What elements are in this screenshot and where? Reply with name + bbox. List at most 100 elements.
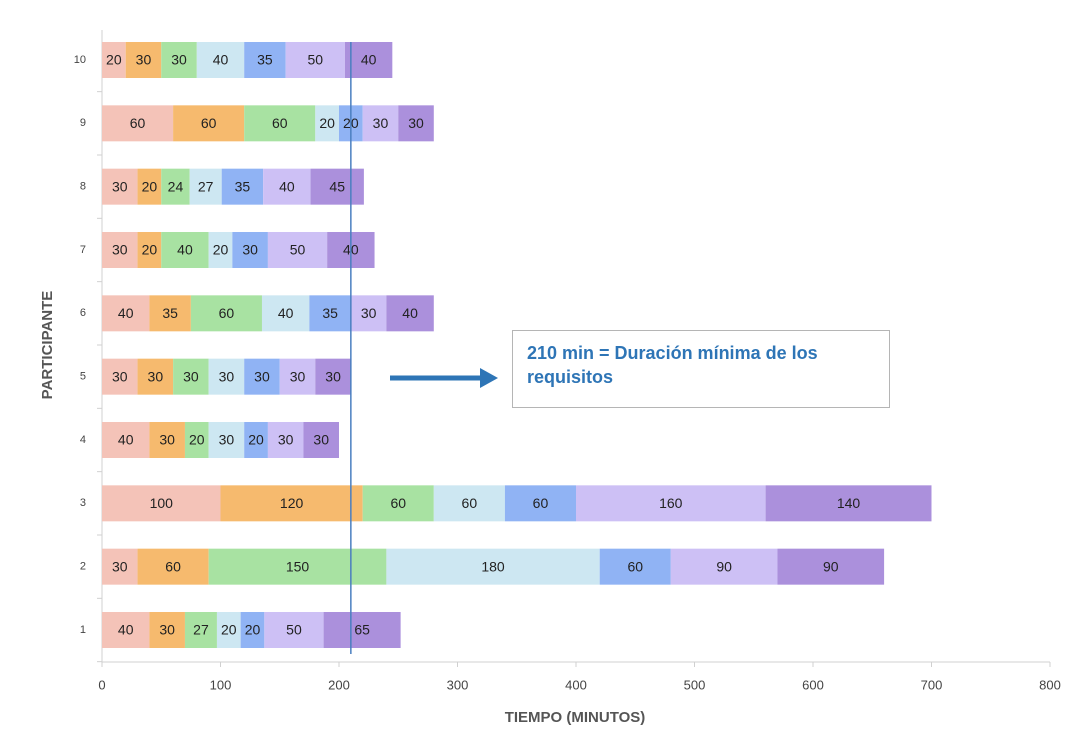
- data-label: 20: [221, 622, 237, 638]
- data-label: 180: [481, 558, 505, 574]
- data-label: 50: [286, 622, 302, 638]
- data-label: 27: [193, 622, 209, 638]
- bar-segment: [323, 612, 401, 648]
- data-label: 60: [390, 495, 406, 511]
- data-label: 35: [257, 52, 273, 68]
- bar-segment: [240, 612, 265, 648]
- data-label: 30: [112, 178, 128, 194]
- bar-segment: [161, 168, 190, 205]
- data-label: 30: [290, 368, 306, 384]
- bar-segment: [149, 612, 185, 648]
- data-label: 40: [279, 178, 295, 194]
- data-label: 60: [130, 115, 146, 131]
- data-label: 20: [245, 622, 261, 638]
- x-tick-label: 0: [98, 677, 105, 692]
- data-label: 40: [213, 52, 229, 68]
- x-tick-label: 500: [684, 677, 706, 692]
- bar-segment: [244, 42, 286, 78]
- bar-segment: [244, 422, 268, 458]
- bar-segment: [184, 422, 209, 458]
- data-label: 40: [402, 305, 418, 321]
- bar-segment: [267, 232, 328, 268]
- bar-segment: [261, 295, 310, 332]
- bar-segment: [161, 232, 209, 268]
- bar-segment: [125, 42, 162, 78]
- y-tick-label: 4: [80, 434, 86, 446]
- data-label: 30: [112, 242, 128, 258]
- x-tick-label: 600: [802, 677, 824, 692]
- data-label: 30: [183, 368, 199, 384]
- data-label: 20: [319, 115, 335, 131]
- data-label: 30: [254, 368, 270, 384]
- data-label: 27: [198, 178, 214, 194]
- data-label: 160: [659, 495, 683, 511]
- data-label: 40: [278, 305, 294, 321]
- bar-segment: [196, 42, 245, 78]
- bar-segment: [398, 105, 434, 142]
- bar-segment: [102, 105, 174, 142]
- bar-segment: [137, 548, 209, 585]
- data-label: 30: [148, 368, 164, 384]
- bar-segment: [279, 358, 316, 395]
- data-label: 24: [168, 178, 184, 194]
- bar-segment: [208, 358, 245, 395]
- data-label: 20: [106, 52, 122, 68]
- data-label: 30: [219, 368, 235, 384]
- bar-segment: [216, 612, 241, 648]
- data-label: 60: [462, 495, 478, 511]
- y-tick-label: 3: [80, 497, 86, 509]
- data-label: 30: [112, 558, 128, 574]
- y-tick-label: 7: [80, 244, 86, 256]
- data-label: 65: [354, 622, 370, 638]
- bar-segment: [184, 612, 217, 648]
- x-tick-label: 700: [921, 677, 943, 692]
- bar-segment: [309, 295, 351, 332]
- bar-segment: [362, 105, 399, 142]
- data-label: 20: [142, 242, 158, 258]
- data-label: 60: [165, 558, 181, 574]
- data-label: 30: [219, 432, 235, 448]
- bar-segment: [149, 422, 185, 458]
- bar-segment: [362, 485, 434, 522]
- bar-segment: [267, 422, 304, 458]
- bar-segment: [433, 485, 505, 522]
- bar-segment: [386, 295, 434, 332]
- bar-segment: [102, 612, 150, 648]
- x-tick-label: 800: [1039, 677, 1061, 692]
- bar-segment: [173, 358, 209, 395]
- bar-segment: [190, 295, 262, 332]
- bar-segment: [350, 295, 387, 332]
- x-tick-label: 400: [565, 677, 587, 692]
- bar-segment: [285, 42, 345, 78]
- data-label: 30: [373, 115, 389, 131]
- data-label: 30: [112, 368, 128, 384]
- y-tick-label: 1: [80, 624, 86, 636]
- data-label: 20: [189, 432, 205, 448]
- bar-segment: [189, 168, 222, 205]
- data-label: 30: [242, 242, 258, 258]
- data-label: 50: [290, 242, 306, 258]
- data-label: 60: [272, 115, 288, 131]
- bar-segment: [102, 232, 138, 268]
- data-label: 30: [278, 432, 294, 448]
- bar-segment: [102, 168, 138, 205]
- x-axis-title: TIEMPO (MINUTOS): [505, 709, 646, 726]
- data-label: 100: [150, 495, 174, 511]
- bar-segment: [102, 42, 126, 78]
- data-label: 140: [837, 495, 861, 511]
- data-label: 20: [213, 242, 229, 258]
- bar-segment: [599, 548, 671, 585]
- bar-segment: [220, 485, 363, 522]
- data-label: 30: [313, 432, 329, 448]
- data-label: 60: [627, 558, 643, 574]
- data-label: 20: [248, 432, 264, 448]
- bar-segment: [244, 105, 316, 142]
- bar-segment: [221, 168, 264, 205]
- bar-segment: [102, 422, 150, 458]
- data-label: 35: [322, 305, 338, 321]
- data-label: 30: [159, 432, 175, 448]
- annotation: 210 min = Duración mínima de los requisi…: [512, 330, 890, 408]
- bar-segment: [102, 485, 221, 522]
- bar-segment: [777, 548, 885, 585]
